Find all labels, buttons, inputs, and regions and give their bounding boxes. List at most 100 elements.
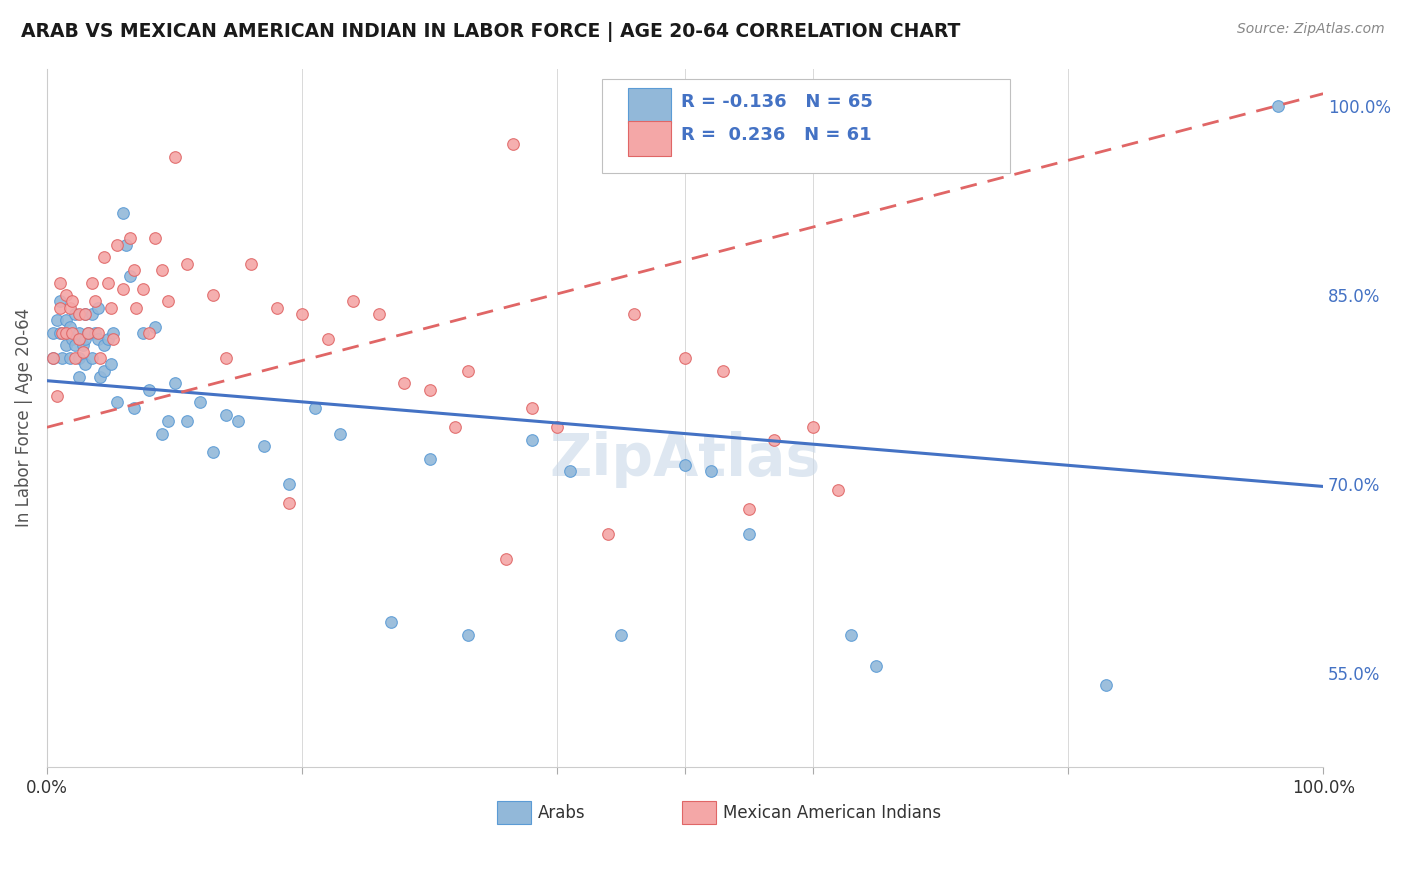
Point [55,313,77,327]
Point [103,332,125,346]
Point [97,332,120,346]
Text: R =  0.236   N = 61: R = 0.236 N = 61 [681,126,872,144]
Point [138,326,160,340]
Point [278,496,301,510]
Point [48,326,70,340]
Point [112,282,135,296]
Point [63,307,86,321]
Point [51,326,73,340]
Point [80,351,103,365]
Point [201,288,224,302]
Point [419,383,441,397]
Point [738,502,761,516]
Point [240,257,263,271]
Point [62,332,84,346]
Point [419,451,441,466]
Point [316,332,339,346]
FancyBboxPatch shape [602,79,1011,173]
Point [93,338,115,352]
Point [278,477,301,491]
Point [48,276,70,290]
Point [55,338,77,352]
Point [673,351,696,365]
Point [394,376,416,391]
Point [176,414,198,428]
Point [1095,678,1118,692]
Point [598,527,620,541]
Point [520,401,543,416]
Point [145,319,167,334]
Point [157,294,180,309]
Point [214,408,236,422]
Point [87,332,110,346]
Point [502,136,524,151]
Point [304,401,326,416]
Point [67,332,90,346]
Point [738,527,761,541]
Y-axis label: In Labor Force | Age 20-64: In Labor Force | Age 20-64 [15,309,32,527]
Point [150,263,173,277]
Point [253,439,276,453]
Point [87,326,110,340]
Point [131,282,153,296]
Point [380,615,402,630]
Point [76,326,98,340]
Point [46,389,69,403]
Point [80,276,103,290]
Point [560,464,582,478]
Point [75,307,97,321]
Point [457,364,479,378]
Point [67,326,90,340]
Point [105,237,128,252]
Text: Mexican American Indians: Mexican American Indians [723,804,942,822]
Point [67,370,90,384]
Point [55,288,77,302]
Point [100,301,122,315]
Point [72,344,94,359]
Point [62,294,84,309]
Text: ARAB VS MEXICAN AMERICAN INDIAN IN LABOR FORCE | AGE 20-64 CORRELATION CHART: ARAB VS MEXICAN AMERICAN INDIAN IN LABOR… [21,22,960,42]
Point [839,628,862,642]
Point [63,338,86,352]
Point [673,458,696,472]
Point [75,357,97,371]
Point [457,628,479,642]
Point [75,332,97,346]
Point [201,445,224,459]
Point [266,301,288,315]
Point [89,351,111,365]
Point [63,351,86,365]
FancyBboxPatch shape [682,801,716,824]
Point [80,307,103,321]
Point [342,294,364,309]
Point [115,237,138,252]
Point [42,326,65,340]
Point [546,420,568,434]
Point [138,383,160,397]
Text: ZipAtlas: ZipAtlas [550,431,821,488]
Text: Source: ZipAtlas.com: Source: ZipAtlas.com [1237,22,1385,37]
Point [827,483,849,498]
Point [122,263,145,277]
Point [67,307,90,321]
Text: R = -0.136   N = 65: R = -0.136 N = 65 [681,93,873,112]
Point [93,364,115,378]
Point [97,276,120,290]
Point [59,301,82,315]
Point [157,414,180,428]
Point [131,326,153,340]
Point [367,307,389,321]
Text: Arabs: Arabs [538,804,586,822]
Point [51,351,73,365]
Point [105,395,128,409]
Point [93,250,115,264]
Point [150,426,173,441]
Point [76,326,98,340]
Point [163,150,186,164]
FancyBboxPatch shape [627,121,671,155]
Point [112,206,135,220]
Point [623,307,645,321]
Point [118,231,141,245]
Point [84,326,107,340]
Point [610,628,633,642]
